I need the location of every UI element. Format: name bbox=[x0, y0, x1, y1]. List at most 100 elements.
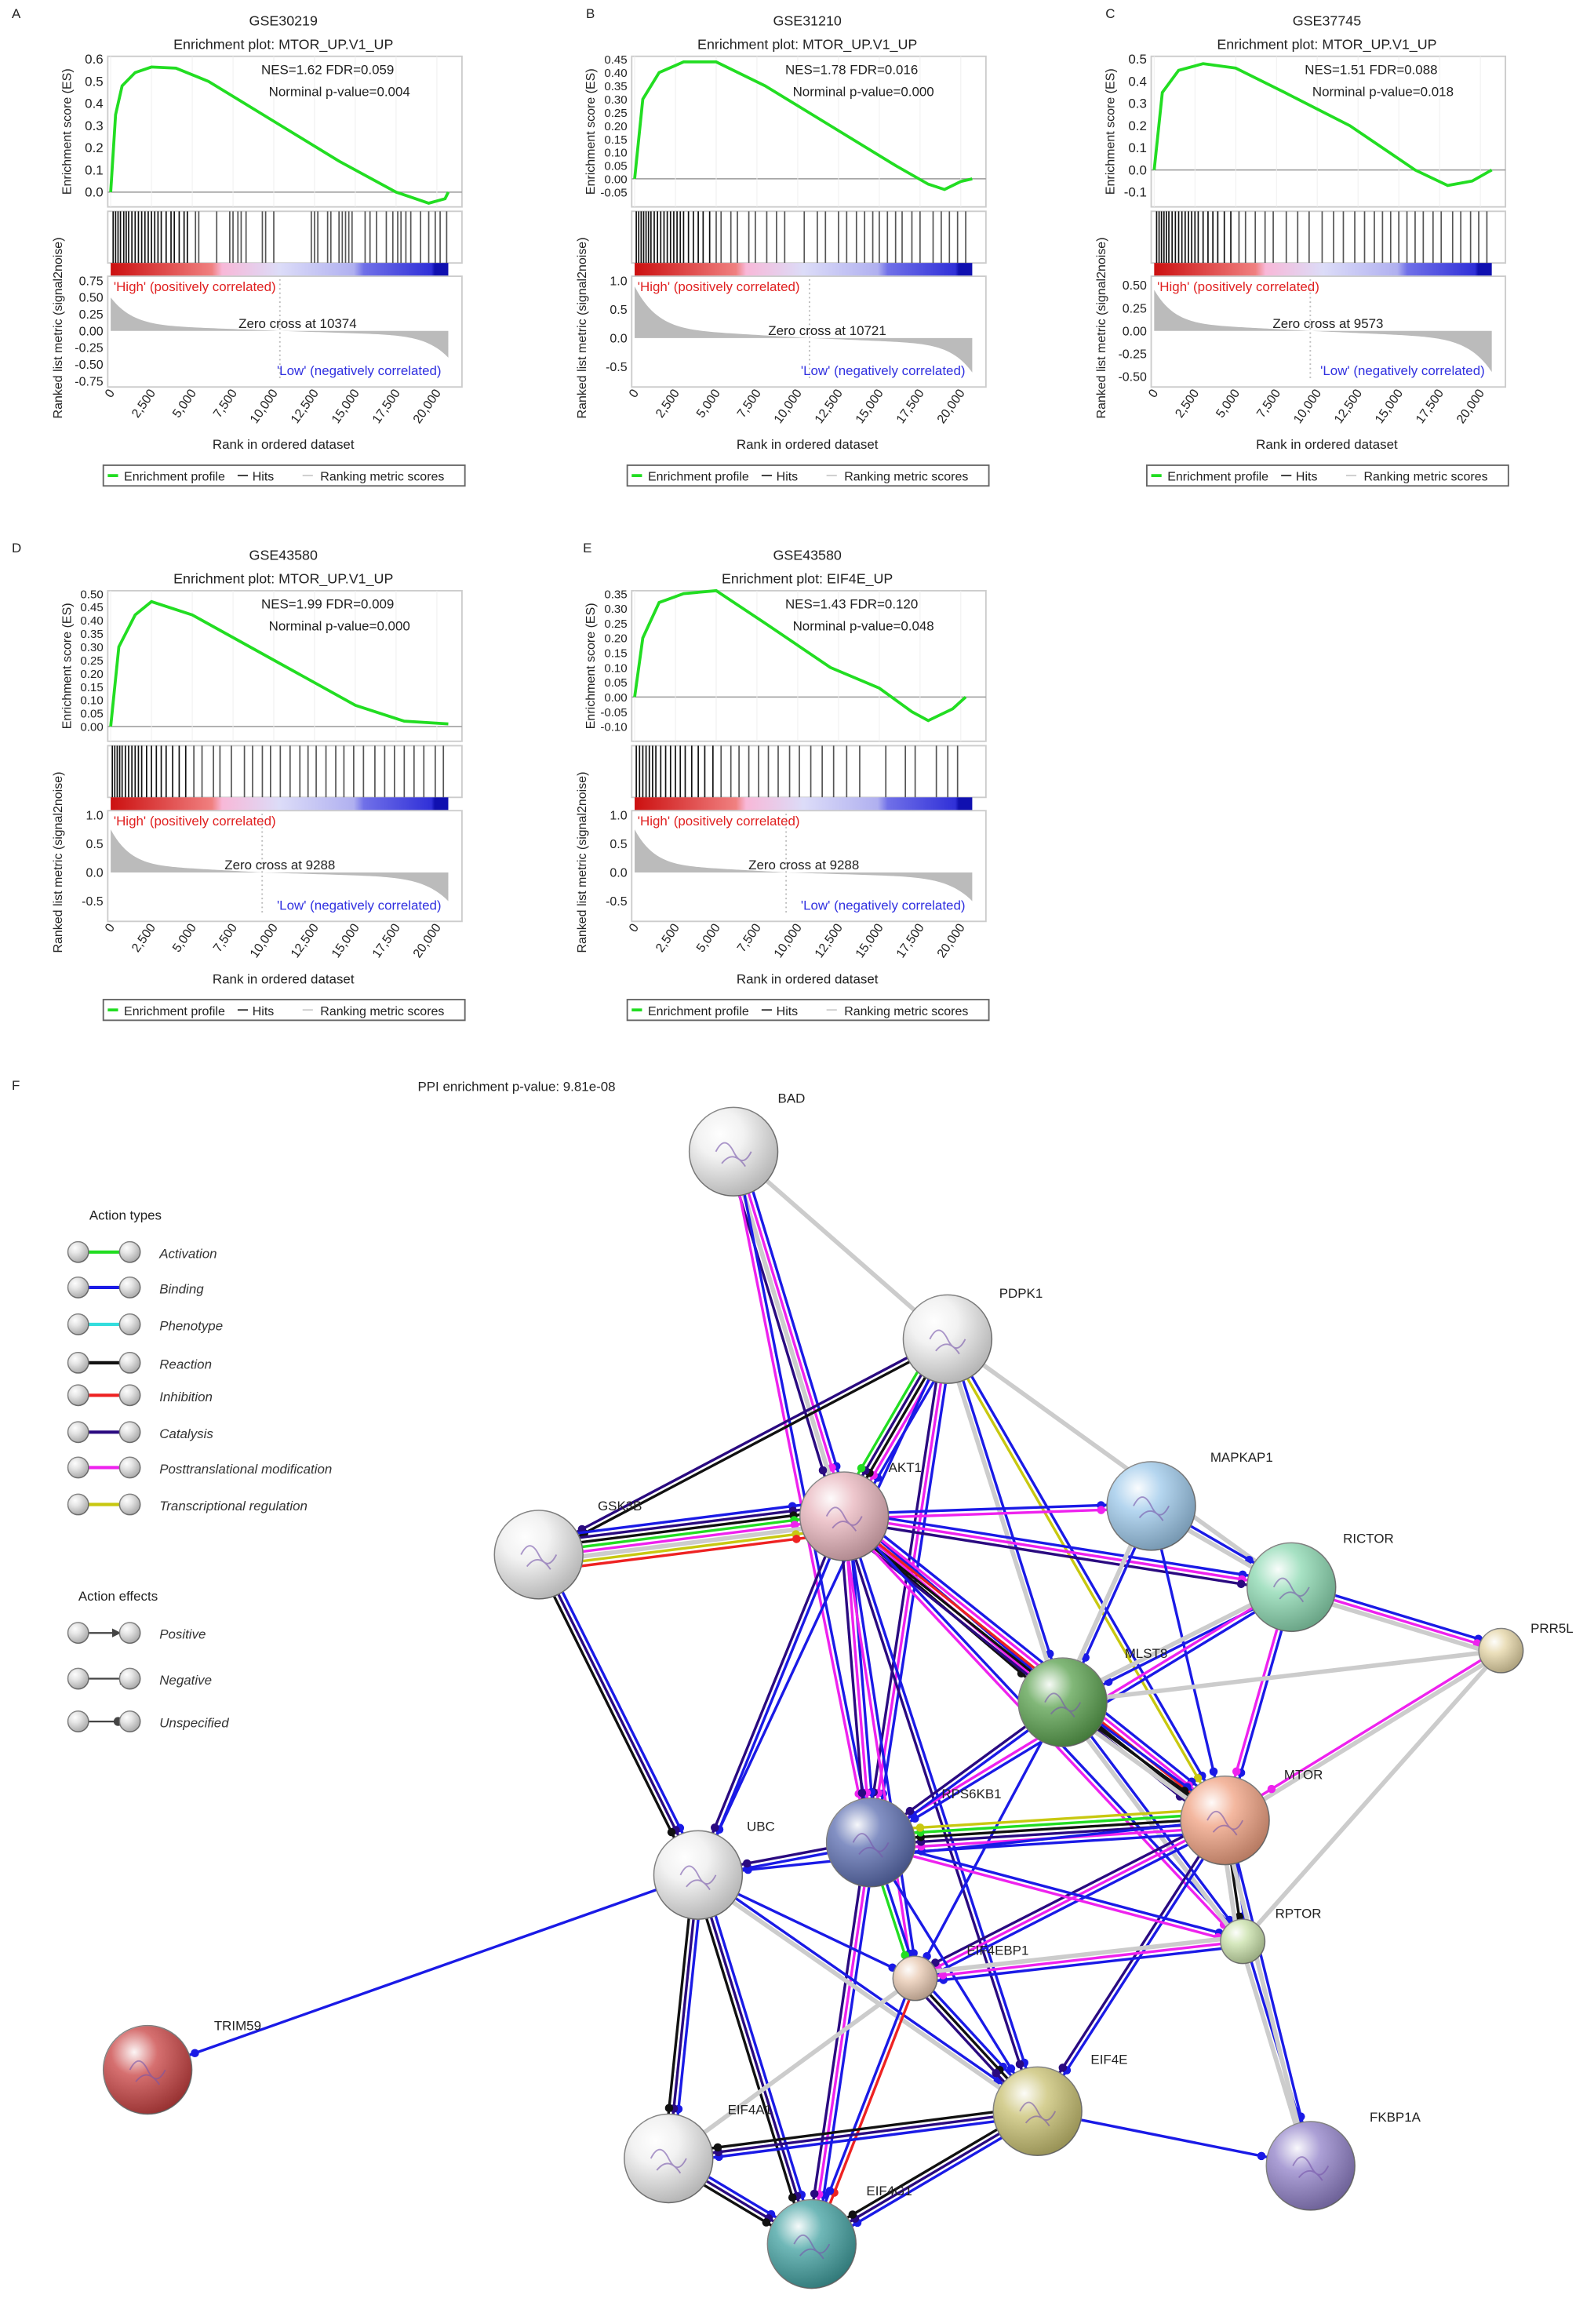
protein-structure-icon bbox=[1044, 1692, 1082, 1718]
edge-ptm bbox=[842, 1516, 872, 1843]
plot-title: Enrichment plot: MTOR_UP.V1_UP bbox=[173, 36, 393, 53]
metric-axis-label: Ranked list metric (signal2noise) bbox=[1095, 237, 1108, 418]
protein-structure-icon bbox=[129, 2060, 166, 2085]
edge-reaction bbox=[539, 1339, 950, 1558]
dataset-title: GSE43580 bbox=[249, 547, 318, 563]
x-axis-label: Rank in ordered dataset bbox=[213, 437, 355, 452]
es-tick-label: 0.3 bbox=[85, 118, 104, 133]
legend-node-icon-gloss bbox=[67, 1710, 89, 1732]
node-pdpk1[interactable]: PDPK1 bbox=[902, 1286, 1043, 1384]
protein-structure-icon bbox=[650, 2148, 687, 2174]
es-tick-label: 0.1 bbox=[85, 162, 104, 177]
metric-tick-label: 0.25 bbox=[79, 308, 104, 322]
es-tick-label: 0.15 bbox=[604, 133, 627, 147]
plot-title: Enrichment plot: EIF4E_UP bbox=[722, 570, 893, 587]
ppi-network-panel: F PPI enrichment p-value: 9.81e-08 Action … bbox=[12, 1078, 1574, 2289]
legend-node-icon-gloss bbox=[119, 1494, 140, 1515]
es-tick-label: 0.30 bbox=[80, 641, 103, 654]
edge-other bbox=[695, 1874, 1038, 2115]
metric-tick-label: -0.50 bbox=[75, 359, 104, 372]
es-axis-label: Enrichment score (ES) bbox=[60, 603, 74, 729]
node-fkbp1a[interactable]: FKBP1A bbox=[1265, 2110, 1421, 2211]
edge-end-dot bbox=[790, 1521, 799, 1529]
es-tick-label: 0.5 bbox=[1128, 52, 1147, 67]
metric-tick-label: 0.00 bbox=[1123, 325, 1147, 338]
es-tick-label: 0.35 bbox=[604, 80, 627, 93]
edge-binding bbox=[147, 1874, 699, 2071]
node-mlst8[interactable]: MLST8 bbox=[1017, 1646, 1167, 1747]
edge-catalysis bbox=[697, 1874, 813, 2245]
metric-axis-label: Ranked list metric (signal2noise) bbox=[576, 772, 589, 953]
metric-tick-label: -0.25 bbox=[1118, 348, 1147, 361]
edge-binding bbox=[845, 1515, 1042, 2111]
es-tick-label: -0.1 bbox=[1124, 185, 1147, 200]
x-tick-label: 0 bbox=[627, 387, 642, 400]
es-tick-label: 0.05 bbox=[604, 160, 627, 173]
edge-binding bbox=[701, 1873, 818, 2243]
node-rictor[interactable]: RICTOR bbox=[1246, 1531, 1394, 1633]
node-ubc[interactable]: UBC bbox=[653, 1819, 775, 1920]
legend-label: Phenotype bbox=[159, 1318, 223, 1333]
legend-node-icon-gloss bbox=[119, 1352, 140, 1374]
es-tick-label: 0.35 bbox=[80, 628, 103, 641]
edge-end-dot bbox=[1006, 2064, 1016, 2073]
node-gsk3b[interactable]: GSK3B bbox=[493, 1499, 642, 1600]
edge-end-dot bbox=[664, 2104, 674, 2113]
node-trim59[interactable]: TRIM59 bbox=[102, 2018, 261, 2115]
pvalue-text: Norminal p-value=0.000 bbox=[269, 619, 410, 634]
node-prr5l[interactable]: PRR5L bbox=[1478, 1621, 1574, 1674]
edge-ptm bbox=[730, 1152, 870, 1844]
edge-catalysis bbox=[694, 1514, 843, 1875]
nes-fdr-text: NES=1.43 FDR=0.120 bbox=[785, 596, 918, 611]
x-tick-label: 17,500 bbox=[370, 387, 403, 426]
node-eif4g1[interactable]: EIF4G1 bbox=[766, 2184, 912, 2289]
protein-structure-icon bbox=[1292, 2156, 1330, 2181]
legend-metric: Ranking metric scores bbox=[844, 471, 968, 484]
es-tick-label: 0.10 bbox=[604, 147, 627, 160]
edge-other bbox=[1062, 1648, 1501, 1705]
es-tick-label: 0.40 bbox=[80, 614, 103, 628]
x-tick-label: 10,000 bbox=[772, 387, 805, 426]
edge-catalysis bbox=[843, 1519, 1291, 1594]
hits-frame bbox=[631, 745, 987, 799]
node-bad[interactable]: BAD bbox=[688, 1091, 806, 1197]
edge-binding bbox=[698, 1871, 1040, 2111]
metric-tick-label: 0.00 bbox=[79, 325, 104, 338]
pvalue-text: Norminal p-value=0.018 bbox=[1312, 85, 1454, 100]
node-mtor[interactable]: MTOR bbox=[1180, 1767, 1323, 1866]
edge-other bbox=[1225, 1650, 1504, 1825]
low-label: 'Low' (negatively correlated) bbox=[277, 363, 442, 378]
node-akt1[interactable]: AKT1 bbox=[799, 1460, 922, 1561]
node-eif4ebp1[interactable]: EIF4EBP1 bbox=[892, 1943, 1028, 2002]
legend: Enrichment profile Hits Ranking metric sco… bbox=[102, 999, 466, 1022]
edge-catalysis bbox=[725, 1153, 839, 1519]
x-tick-label: 7,500 bbox=[211, 387, 240, 421]
metric-tick-label: -0.5 bbox=[82, 895, 104, 909]
edge-catalysis bbox=[840, 1516, 1037, 2113]
zero-cross-text: Zero cross at 9573 bbox=[1272, 316, 1383, 331]
node-mapkap1[interactable]: MAPKAP1 bbox=[1106, 1450, 1273, 1551]
node-eif4e[interactable]: EIF4E bbox=[992, 2053, 1127, 2156]
edge-other bbox=[539, 1521, 846, 1565]
edge-other bbox=[946, 1337, 1293, 1590]
edges bbox=[147, 1149, 1504, 2249]
node-eif4a1[interactable]: EIF4A1 bbox=[624, 2103, 772, 2204]
plot-title: Enrichment plot: MTOR_UP.V1_UP bbox=[1217, 36, 1436, 53]
edge-catalysis bbox=[537, 1335, 948, 1554]
edge-binding bbox=[739, 1149, 853, 1515]
metric-tick-label: 0.25 bbox=[1123, 302, 1147, 315]
edge-end-dot bbox=[915, 1823, 925, 1832]
edge-reaction bbox=[870, 1816, 1225, 1842]
gsea-panel-c: C GSE37745 Enrichment plot: MTOR_UP.V1_UP -… bbox=[1095, 6, 1509, 487]
edge-binding bbox=[808, 1976, 915, 2244]
node-label: TRIM59 bbox=[214, 2018, 261, 2033]
x-tick-label: 7,500 bbox=[735, 387, 764, 421]
node-rptor[interactable]: RPTOR bbox=[1220, 1906, 1322, 1965]
node-rps6kb1[interactable]: RPS6KB1 bbox=[825, 1787, 1002, 1888]
low-label: 'Low' (negatively correlated) bbox=[277, 898, 442, 912]
legend-frame bbox=[102, 464, 466, 487]
legend-profile: Enrichment profile bbox=[648, 1005, 749, 1018]
x-tick-label: 2,500 bbox=[653, 921, 682, 955]
legend-node-icon-gloss bbox=[67, 1352, 89, 1374]
